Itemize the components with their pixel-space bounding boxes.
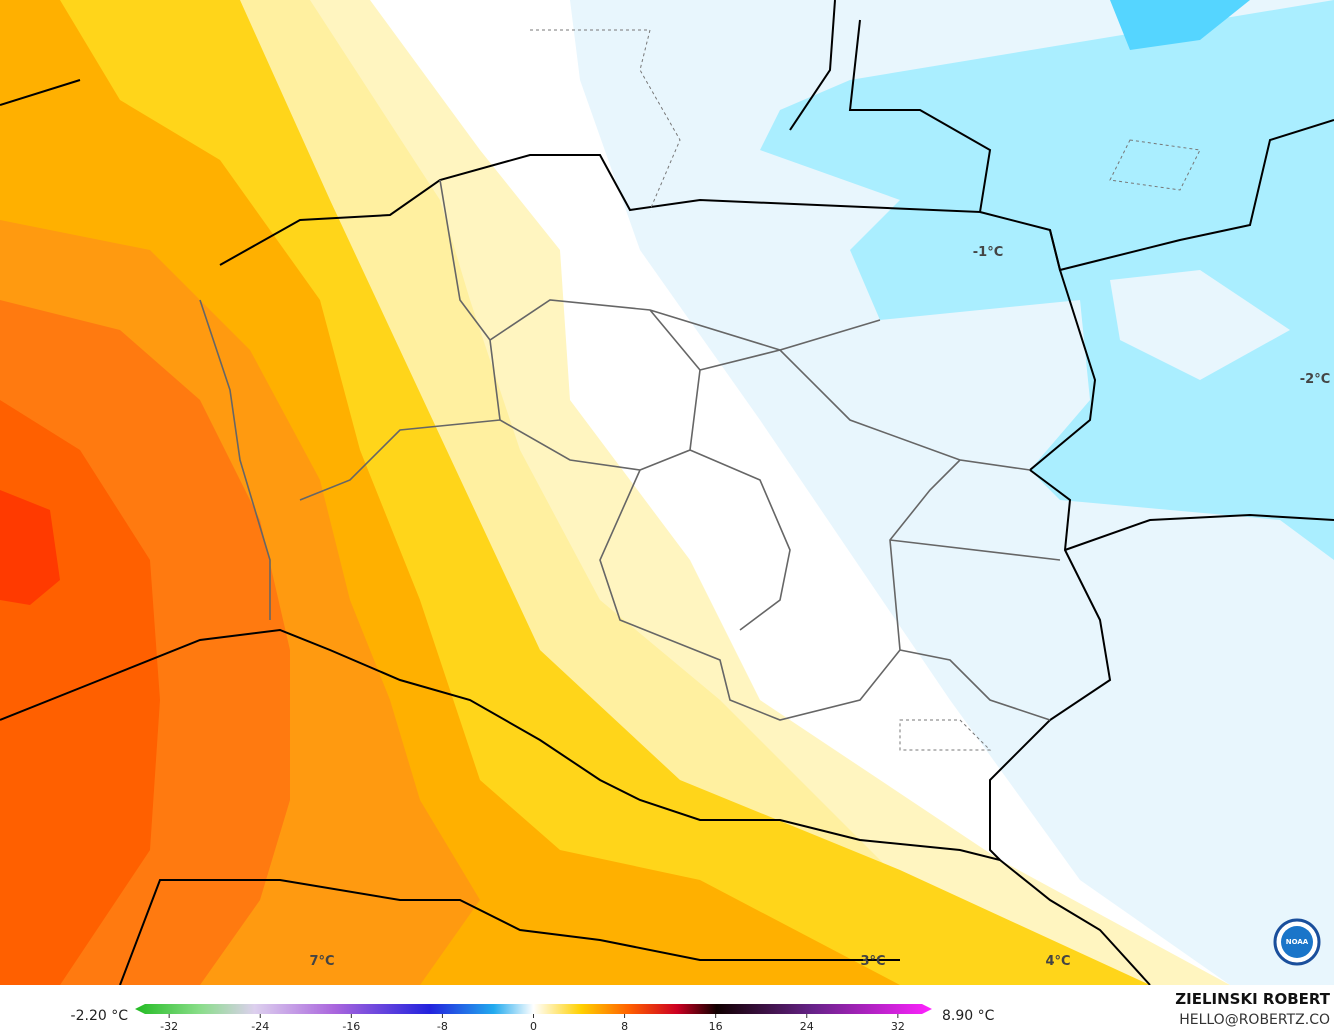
- colorbar-tick-label: 24: [800, 1020, 814, 1033]
- noaa-logo: NOAA: [1273, 918, 1321, 966]
- colorbar-tick-label: -8: [437, 1020, 448, 1033]
- colorbar-tick-label: 0: [530, 1020, 537, 1033]
- contour-label: -2°C: [1300, 372, 1330, 387]
- colorbar-tick-label: 16: [709, 1020, 723, 1033]
- colorbar-ticks: -32 -24 -16 -8 0 8 16 24 32: [160, 1014, 905, 1033]
- min-label: -2.20 °C: [71, 1008, 129, 1024]
- contour-label: 4°C: [1045, 954, 1070, 969]
- max-label: 8.90 °C: [942, 1008, 995, 1024]
- credit-contact: HELLO@ROBERTZ.CO: [1179, 1012, 1330, 1028]
- map: [0, 0, 1334, 986]
- colorbar: [135, 1004, 932, 1014]
- colorbar-tick-label: -32: [160, 1020, 178, 1033]
- colorbar-tick-label: 8: [621, 1020, 628, 1033]
- credit-author: ZIELINSKI ROBERT: [1175, 990, 1330, 1008]
- colorbar-tick-label: 32: [891, 1020, 905, 1033]
- colorbar-tick-label: -16: [342, 1020, 360, 1033]
- logo-text: NOAA: [1286, 938, 1309, 946]
- contour-label: 3°C: [860, 954, 885, 969]
- colorbar-tick-label: -24: [251, 1020, 269, 1033]
- contour-label: 7°C: [309, 954, 334, 969]
- contour-label: -1°C: [973, 245, 1003, 260]
